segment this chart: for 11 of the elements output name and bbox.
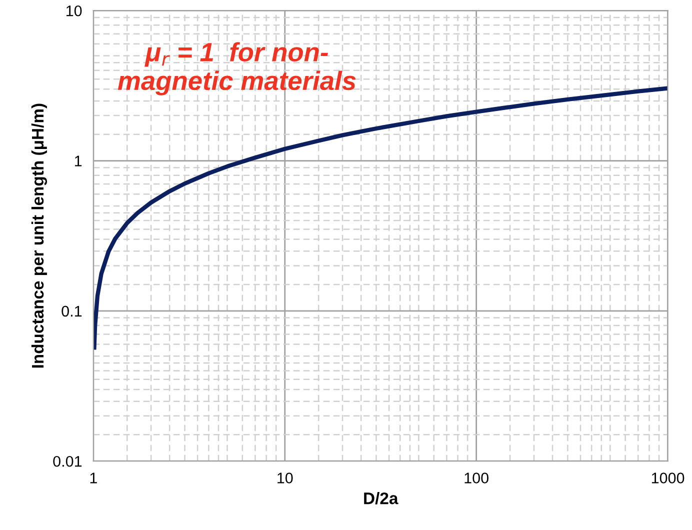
- y-tick-label: 1: [74, 156, 82, 166]
- x-tick-label: 1000: [652, 472, 684, 484]
- y-axis-title: Inductance per unit length (μH/m): [31, 104, 48, 368]
- x-tick-label: 100: [464, 472, 488, 484]
- y-tick-label: 0.01: [53, 456, 82, 467]
- x-axis-title: D/2a: [364, 492, 398, 504]
- x-tick-label: 10: [278, 472, 293, 484]
- x-tick-label: 1: [90, 472, 97, 484]
- annotation: μ$_{r}$ = 1 for non- magnetic materials: [118, 42, 356, 96]
- y-tick-label: 0.1: [62, 306, 82, 317]
- y-tick-label: 10: [66, 5, 82, 16]
